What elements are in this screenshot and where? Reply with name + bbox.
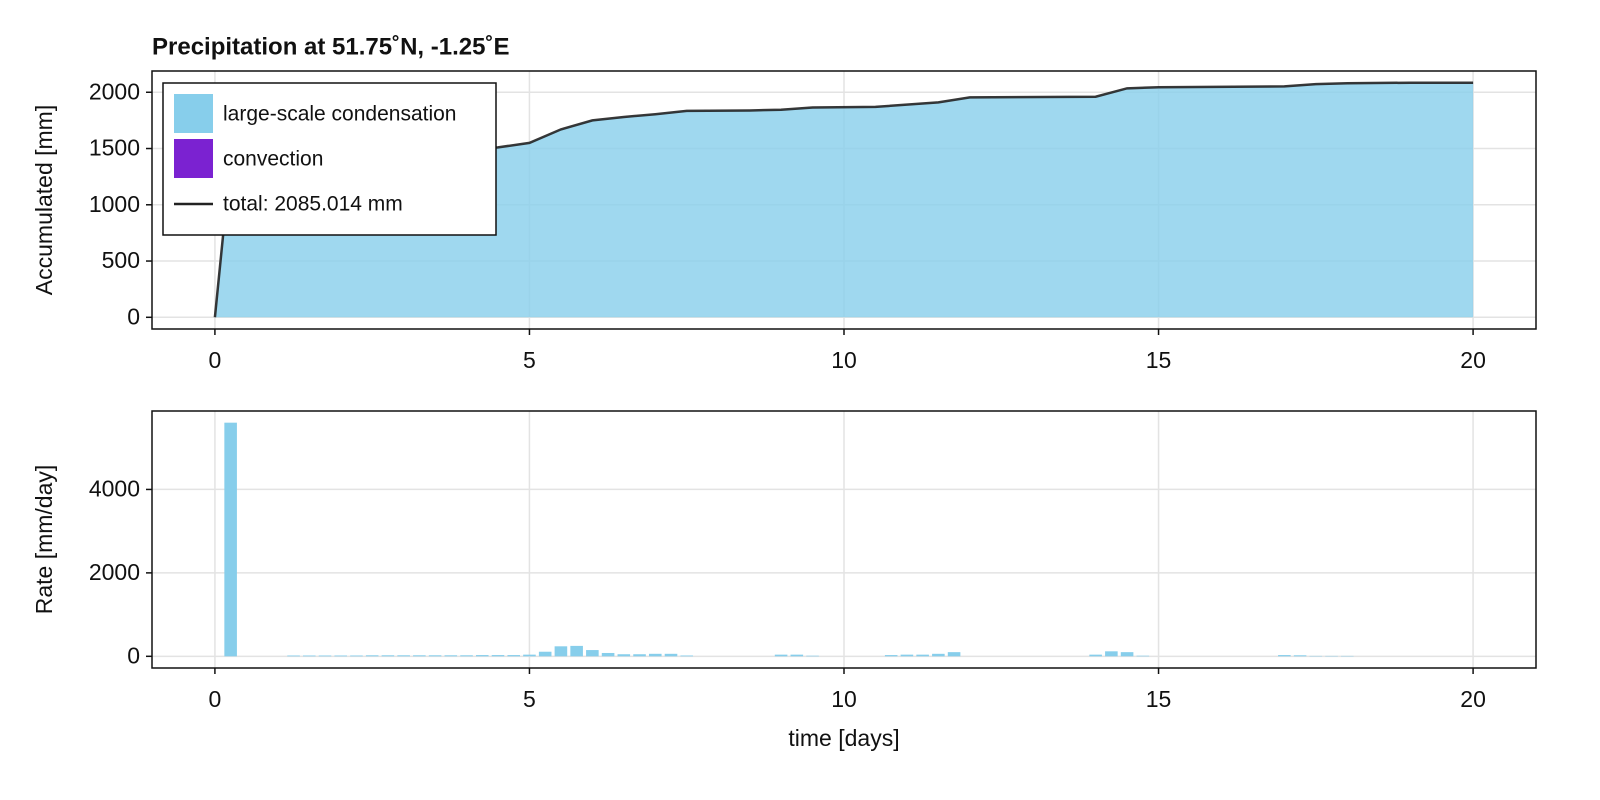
x-tick-label: 10 xyxy=(831,686,857,712)
bar xyxy=(900,654,914,657)
bar xyxy=(884,655,898,657)
bar xyxy=(334,655,348,657)
bar xyxy=(1293,655,1307,657)
bar xyxy=(601,652,615,657)
x-tick-label: 5 xyxy=(523,347,536,373)
bar xyxy=(1278,655,1291,657)
bar xyxy=(318,655,332,657)
bar xyxy=(664,653,678,657)
y-tick-label: 2000 xyxy=(89,78,140,104)
x-axis-label: time [days] xyxy=(788,725,899,751)
y-axis-label: Accumulated [mm] xyxy=(31,105,57,295)
bar xyxy=(774,654,788,657)
bar xyxy=(1089,654,1102,657)
y-tick-label: 1000 xyxy=(89,191,140,217)
plot-frame xyxy=(151,70,1537,330)
bar xyxy=(1105,651,1118,657)
bar xyxy=(1120,652,1134,657)
legend-swatch xyxy=(174,94,213,133)
bar xyxy=(381,655,395,657)
bar xyxy=(554,646,568,657)
bar xyxy=(648,653,662,657)
bar xyxy=(932,653,945,657)
legend-label: total: 2085.014 mm xyxy=(223,193,403,216)
bar xyxy=(523,654,536,657)
x-tick-label: 15 xyxy=(1146,686,1172,712)
bar xyxy=(224,422,237,657)
y-tick-label: 4000 xyxy=(89,476,140,502)
bar xyxy=(916,654,929,657)
plot-frame xyxy=(151,410,1537,669)
bar xyxy=(633,654,646,657)
y-tick-label: 1500 xyxy=(89,135,140,161)
bar xyxy=(460,655,473,657)
bar xyxy=(365,655,379,657)
legend-label: large-scale condensation xyxy=(223,103,456,126)
x-tick-label: 15 xyxy=(1146,347,1172,373)
x-tick-label: 0 xyxy=(209,686,222,712)
bar xyxy=(586,650,599,657)
bar xyxy=(947,652,961,657)
area xyxy=(214,82,1474,318)
bar xyxy=(570,645,583,657)
bar xyxy=(287,655,300,657)
bar xyxy=(1136,655,1150,657)
bar xyxy=(428,655,442,657)
bar xyxy=(444,655,458,657)
bar xyxy=(350,655,363,657)
y-tick-label: 0 xyxy=(127,642,140,668)
bar xyxy=(617,654,631,657)
x-tick-label: 10 xyxy=(831,347,857,373)
bar xyxy=(475,655,489,657)
bar xyxy=(413,655,426,657)
x-tick-label: 0 xyxy=(209,347,222,373)
x-tick-label: 20 xyxy=(1460,347,1486,373)
y-axis-label: Rate [mm/day] xyxy=(31,465,57,615)
bar xyxy=(397,655,410,657)
x-tick-label: 5 xyxy=(523,686,536,712)
bar xyxy=(491,655,505,657)
bar xyxy=(680,655,694,657)
legend-box xyxy=(162,82,497,236)
bar xyxy=(538,651,552,657)
y-tick-label: 500 xyxy=(102,247,140,273)
bar xyxy=(806,655,819,657)
chart-title: Precipitation at 51.75˚N, -1.25˚E xyxy=(152,33,509,60)
legend-swatch xyxy=(174,139,213,178)
y-tick-label: 0 xyxy=(127,303,140,329)
x-tick-label: 20 xyxy=(1460,686,1486,712)
bar xyxy=(790,654,804,657)
bar xyxy=(302,655,316,657)
bar xyxy=(507,655,521,657)
y-tick-label: 2000 xyxy=(89,559,140,585)
legend-label: convection xyxy=(223,148,323,171)
